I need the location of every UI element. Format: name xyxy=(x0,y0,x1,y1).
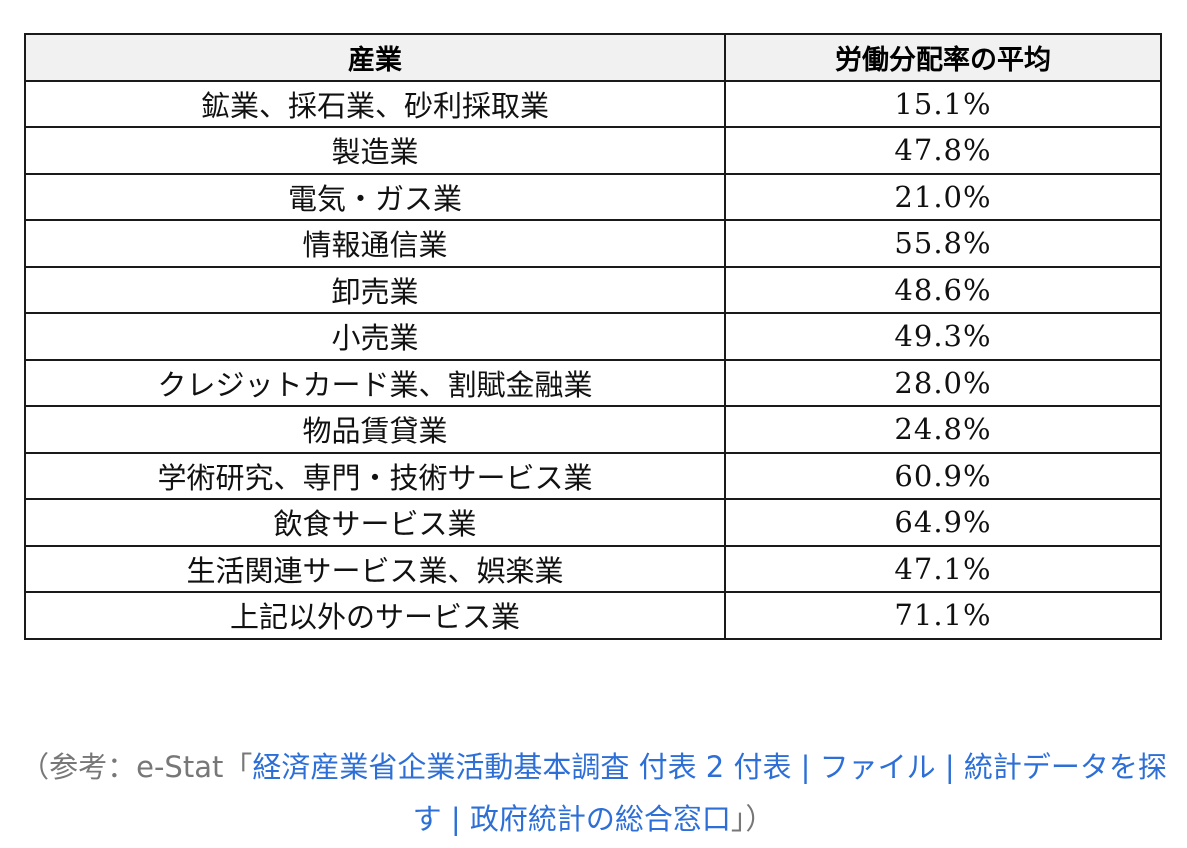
industry-cell: 情報通信業 xyxy=(24,219,726,268)
industry-cell: 上記以外のサービス業 xyxy=(24,591,726,640)
value-cell: 55.8% xyxy=(724,219,1162,268)
industry-cell: 鉱業、採石業、砂利採取業 xyxy=(24,79,726,128)
industry-cell: 卸売業 xyxy=(24,265,726,314)
source-prefix: （参考：e-Stat「 xyxy=(20,750,253,784)
table-row: 生活関連サービス業、娯楽業 47.1% xyxy=(24,544,1162,593)
table-row: 製造業 47.8% xyxy=(24,126,1162,175)
value-cell: 24.8% xyxy=(724,405,1162,454)
table-row: 電気・ガス業 21.0% xyxy=(24,172,1162,221)
table-row: 鉱業、採石業、砂利採取業 15.1% xyxy=(24,79,1162,128)
industry-cell: 製造業 xyxy=(24,126,726,175)
table-row: 小売業 49.3% xyxy=(24,312,1162,361)
value-cell: 60.9% xyxy=(724,451,1162,500)
industry-cell: 電気・ガス業 xyxy=(24,172,726,221)
header-industry: 産業 xyxy=(24,33,726,82)
table-row: 飲食サービス業 64.9% xyxy=(24,498,1162,547)
industry-cell: 物品賃貸業 xyxy=(24,405,726,454)
labor-share-table-container: 産業 労働分配率の平均 鉱業、採石業、砂利採取業 15.1% 製造業 47.8%… xyxy=(24,33,1162,640)
table-row: クレジットカード業、割賦金融業 28.0% xyxy=(24,358,1162,407)
value-cell: 48.6% xyxy=(724,265,1162,314)
value-cell: 47.1% xyxy=(724,544,1162,593)
industry-cell: 小売業 xyxy=(24,312,726,361)
industry-cell: 飲食サービス業 xyxy=(24,498,726,547)
source-suffix: 」） xyxy=(730,802,775,836)
labor-share-table: 産業 労働分配率の平均 鉱業、採石業、砂利採取業 15.1% 製造業 47.8%… xyxy=(24,33,1162,640)
value-cell: 28.0% xyxy=(724,358,1162,407)
source-citation: （参考：e-Stat「経済産業省企業活動基本調査 付表 2 付表 | ファイル … xyxy=(20,741,1167,845)
table-row: 学術研究、専門・技術サービス業 60.9% xyxy=(24,451,1162,500)
value-cell: 71.1% xyxy=(724,591,1162,640)
table-row: 上記以外のサービス業 71.1% xyxy=(24,591,1162,640)
header-average: 労働分配率の平均 xyxy=(724,33,1162,82)
table-row: 情報通信業 55.8% xyxy=(24,219,1162,268)
industry-cell: 学術研究、専門・技術サービス業 xyxy=(24,451,726,500)
industry-cell: クレジットカード業、割賦金融業 xyxy=(24,358,726,407)
value-cell: 64.9% xyxy=(724,498,1162,547)
table-header-row: 産業 労働分配率の平均 xyxy=(24,33,1162,82)
table-row: 物品賃貸業 24.8% xyxy=(24,405,1162,454)
table-row: 卸売業 48.6% xyxy=(24,265,1162,314)
value-cell: 21.0% xyxy=(724,172,1162,221)
value-cell: 49.3% xyxy=(724,312,1162,361)
value-cell: 47.8% xyxy=(724,126,1162,175)
value-cell: 15.1% xyxy=(724,79,1162,128)
industry-cell: 生活関連サービス業、娯楽業 xyxy=(24,544,726,593)
source-link[interactable]: 経済産業省企業活動基本調査 付表 2 付表 | ファイル | 統計データを探す … xyxy=(252,750,1167,836)
